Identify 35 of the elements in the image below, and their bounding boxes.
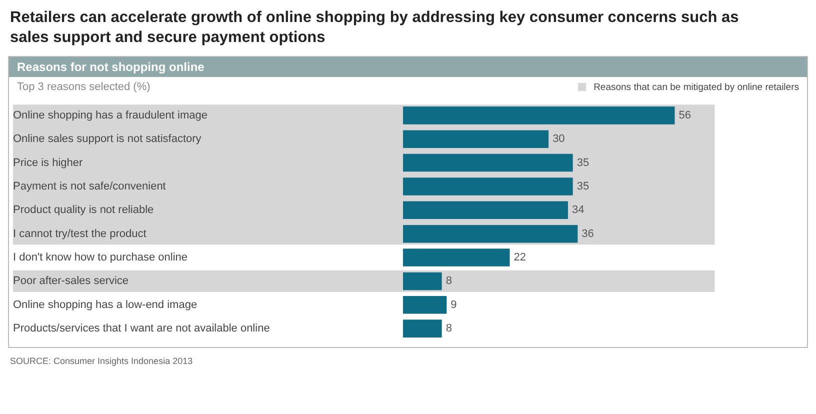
y-tick-label: Product quality is not reliable — [13, 204, 154, 216]
x-axis-title: Top 3 reasons selected (%) — [17, 81, 150, 93]
y-tick-label: Online shopping has a fraudulent image — [13, 109, 208, 122]
data-label: 56 — [678, 109, 691, 122]
bar — [403, 296, 447, 314]
bar — [403, 106, 675, 124]
bar — [403, 178, 573, 196]
bar — [403, 248, 510, 266]
data-label: 36 — [582, 228, 594, 240]
text: Reasons for not shopping online — [9, 57, 807, 77]
y-tick-label: Online shopping has a low-end image — [13, 298, 198, 311]
data-label: 8 — [446, 275, 452, 288]
bar — [403, 154, 573, 172]
y-tick-label: Price is higher — [13, 156, 84, 169]
data-label: 8 — [446, 322, 452, 335]
bar — [403, 130, 549, 148]
data-label: 35 — [576, 180, 590, 193]
chart-title: Retailers can accelerate growth of online shopping by addressing key consumer concerns such as sales support and secure payment options — [10, 8, 740, 48]
source-note: SOURCE: Consumer Insights Indonesia 2013 — [10, 356, 194, 366]
bar — [403, 272, 442, 290]
y-tick-label: Products/services that I want are not available online — [13, 322, 270, 335]
bar — [403, 201, 568, 220]
data-label: 35 — [576, 156, 590, 169]
data-label: 30 — [552, 133, 565, 146]
bar — [403, 224, 578, 243]
data-label: 22 — [514, 252, 526, 264]
y-tick-label: I cannot try/test the product — [13, 228, 146, 240]
data-label: 34 — [572, 204, 584, 216]
y-tick-label: I don't know how to purchase online — [13, 252, 188, 264]
bar — [403, 320, 442, 338]
y-tick-label: Poor after-sales service — [13, 275, 129, 288]
y-tick-label: Online sales support is not satisfactory — [13, 133, 202, 146]
y-tick-label: Payment is not safe/convenient — [13, 180, 166, 193]
data-label: 9 — [450, 298, 457, 311]
legend-label: Reasons that can be mitigated by online retailers — [594, 82, 799, 92]
